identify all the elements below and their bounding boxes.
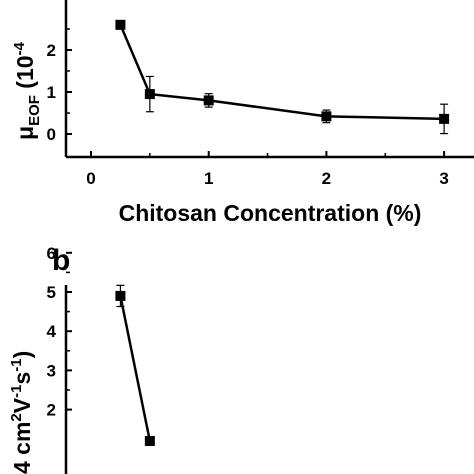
- panel-a-x-tick-label: 2: [322, 169, 331, 188]
- panel-a-x-axis-title: Chitosan Concentration (%): [119, 200, 422, 226]
- panel-a-series-line: [119, 24, 445, 121]
- panel-a-y-tick-label: 2: [47, 41, 56, 60]
- panel-a: 0 1 2 0 1 2 3 Chitosan Concentration (%) μEOF…: [11, 0, 474, 226]
- panel-b-y-title-d: ): [9, 351, 35, 359]
- panel-a-series: [115, 19, 450, 135]
- panel-b-y-title-sup1: 2: [8, 413, 25, 421]
- panel-b-data-point: [144, 435, 155, 446]
- panel-a-y-ticks: 0 1 2: [47, 28, 72, 144]
- panel-a-data-point: [321, 111, 332, 122]
- panel-a-x-ticks: 0 1 2 3: [86, 151, 449, 188]
- panel-a-x-tick-label: 3: [439, 169, 448, 188]
- panel-b-label: b: [52, 244, 70, 277]
- panel-a-y-tick-label: 1: [47, 83, 56, 102]
- panel-b-y-tick-label: 6: [47, 244, 56, 263]
- panel-b-y-tick-label: 2: [47, 401, 56, 420]
- panel-a-x-tick-label: 0: [86, 169, 95, 188]
- panel-b-series: [115, 284, 155, 446]
- panel-a-data-point: [115, 19, 126, 30]
- panel-b-series-line: [119, 295, 152, 442]
- panel-b-y-title-sup3: -1: [8, 358, 25, 371]
- panel-b-data-point: [115, 290, 126, 301]
- panel-a-y-title-sup: -4: [11, 41, 28, 55]
- panel-a-data-point: [203, 95, 214, 106]
- panel-b-y-tick-label: 3: [47, 361, 56, 380]
- panel-b-y-title-a: 4 cm: [9, 422, 35, 474]
- panel-b-y-axis-title: 4 cm2V-1s-1): [8, 351, 35, 474]
- panel-a-data-point: [144, 89, 155, 100]
- panel-a-x-tick-label: 1: [204, 169, 213, 188]
- panel-a-data-point: [439, 113, 450, 124]
- panel-b-y-title-c: s: [9, 372, 35, 385]
- panel-a-y-title-sub: EOF: [26, 95, 43, 126]
- panel-b-y-title-sup2: -1: [8, 385, 25, 398]
- panel-b-y-ticks: 2 3 4 5 6: [47, 244, 72, 420]
- panel-b-y-tick-label: 4: [47, 322, 57, 341]
- panel-a-y-axis-title: μEOF (10-4: [11, 41, 43, 140]
- panel-a-y-title-tail: (10: [12, 55, 38, 95]
- panel-a-y-tick-label: 0: [47, 125, 56, 144]
- panel-b-y-tick-label: 5: [47, 283, 56, 302]
- panel-b-y-title-b: V: [9, 397, 35, 413]
- panel-a-y-title-main: μ: [12, 126, 38, 140]
